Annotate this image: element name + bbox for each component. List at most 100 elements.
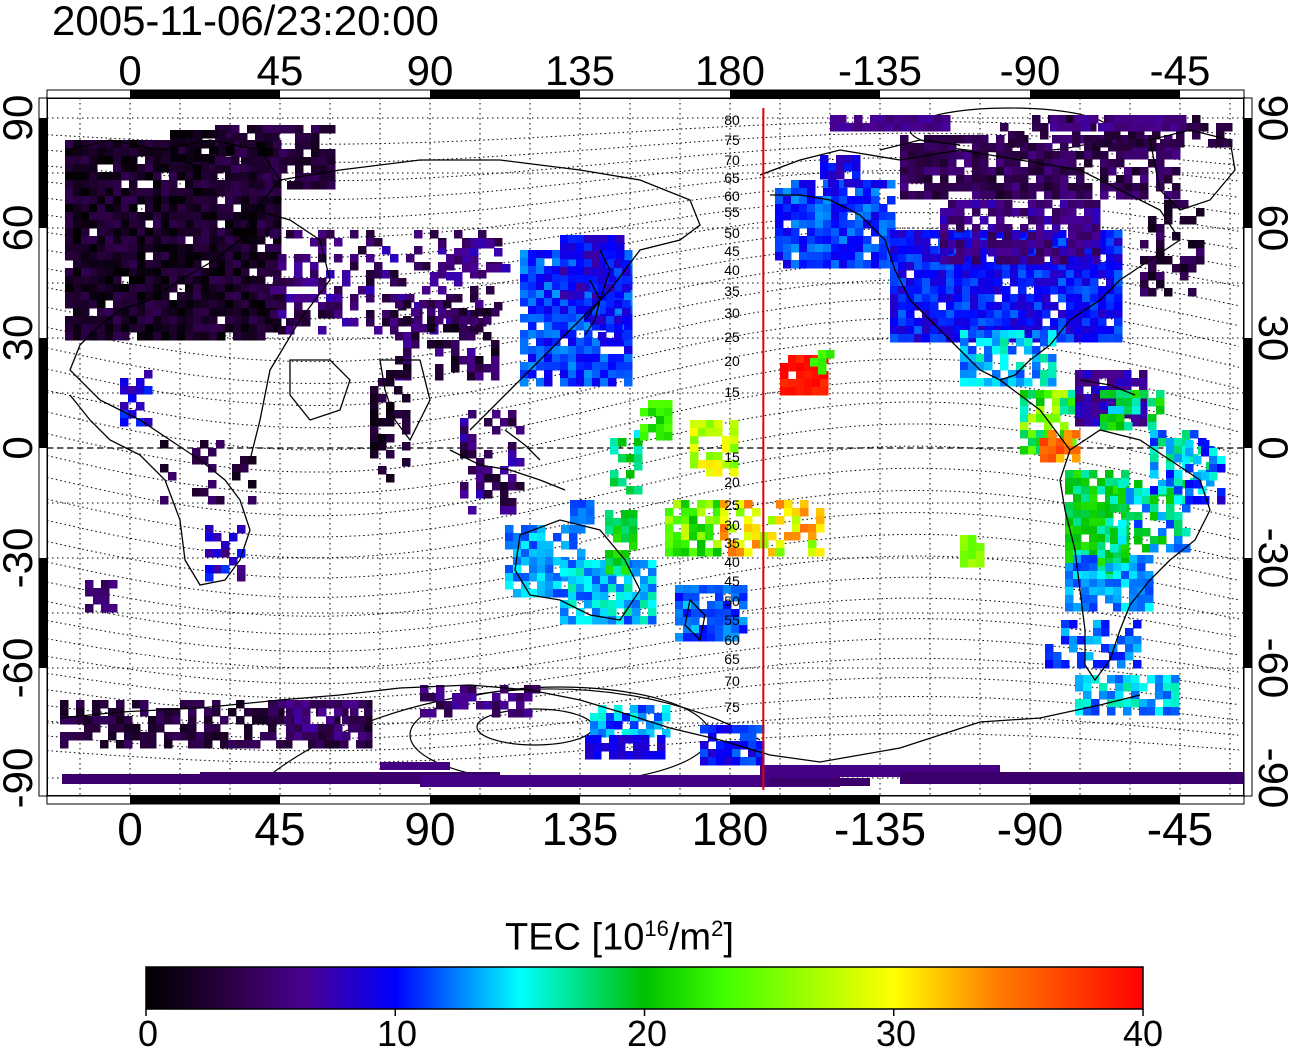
tec-cell <box>730 468 739 477</box>
tec-cell <box>812 379 821 388</box>
tec-cell <box>451 316 460 325</box>
tec-cell <box>537 525 546 534</box>
tec-cell <box>113 196 122 205</box>
tec-cell <box>177 252 186 261</box>
tec-cell <box>121 300 130 309</box>
tec-cell <box>954 262 963 271</box>
tec-cell <box>1137 595 1146 604</box>
tec-cell <box>972 167 981 176</box>
tec-cell <box>334 302 343 311</box>
tec-cell <box>366 238 375 247</box>
tec-cell <box>145 188 154 197</box>
tec-cell <box>81 204 90 213</box>
tec-cell <box>956 216 965 225</box>
tec-cell <box>225 252 234 261</box>
tec-cell <box>1098 246 1107 255</box>
tec-cell <box>1133 660 1142 669</box>
latitude-label: -90 <box>0 748 41 809</box>
tec-cell <box>185 260 194 269</box>
tec-cell <box>217 212 226 221</box>
tec-cell <box>898 326 907 335</box>
tec-cell <box>1098 270 1107 279</box>
tec-cell <box>1124 151 1133 160</box>
tec-cell <box>1083 675 1092 684</box>
tec-cell <box>257 212 266 221</box>
tec-cell <box>161 204 170 213</box>
tec-cell <box>1012 191 1021 200</box>
tec-cell <box>948 151 957 160</box>
tec-cell <box>922 294 931 303</box>
tec-cell <box>89 180 98 189</box>
tec-cell <box>1090 270 1099 279</box>
tec-cell <box>1065 550 1074 559</box>
tec-cell <box>932 159 941 168</box>
tec-cell <box>137 276 146 285</box>
tec-cell <box>978 294 987 303</box>
tec-cell <box>121 156 130 165</box>
tec-cell <box>268 724 277 733</box>
tec-cell <box>1110 544 1119 553</box>
tec-cell <box>73 196 82 205</box>
tec-cell <box>815 196 824 205</box>
tec-cell <box>996 191 1005 200</box>
coastline <box>449 449 566 491</box>
longitude-label: 45 <box>254 803 305 855</box>
tec-cell <box>796 371 805 380</box>
tec-cell <box>748 725 757 734</box>
tec-cell <box>689 508 698 517</box>
tec-cell <box>1145 603 1154 612</box>
tec-cell <box>294 278 303 287</box>
tec-cell <box>608 608 617 617</box>
tec-cell <box>185 228 194 237</box>
tec-cell <box>914 238 923 247</box>
tec-cell <box>634 438 643 447</box>
tec-cell <box>1097 571 1106 580</box>
tec-cell <box>584 584 593 593</box>
tec-cell <box>1158 486 1167 495</box>
tec-cell <box>273 316 282 325</box>
tec-cell <box>1108 406 1117 415</box>
tec-cell <box>1048 378 1057 387</box>
tec-cell <box>81 300 90 309</box>
tec-cell <box>576 275 585 284</box>
tec-cell <box>124 724 133 733</box>
tec-cell <box>962 254 971 263</box>
tec-cell <box>626 486 635 495</box>
tec-cell <box>608 235 617 244</box>
tec-cell <box>390 254 399 263</box>
tec-cell <box>1016 362 1025 371</box>
tec-cell <box>208 480 217 489</box>
tec-cell <box>403 300 412 309</box>
tec-cell <box>592 306 601 315</box>
tec-cell <box>249 316 258 325</box>
tec-cell <box>1052 191 1061 200</box>
tec-cell <box>218 146 227 155</box>
tec-cell <box>616 362 625 371</box>
tec-cell <box>140 700 149 709</box>
tec-cell <box>310 700 319 709</box>
tec-cell <box>831 252 840 261</box>
tec-cell <box>1099 691 1108 700</box>
tec-cell <box>491 308 500 317</box>
tec-cell <box>161 260 170 269</box>
tec-cell <box>1133 644 1142 653</box>
tec-cell <box>970 294 979 303</box>
tec-cell <box>918 123 927 132</box>
tec-cell <box>68 716 77 725</box>
tec-cell <box>823 252 832 261</box>
tec-cell <box>140 708 149 717</box>
tec-cell <box>414 318 423 327</box>
tec-cell <box>1065 526 1074 535</box>
tec-cell <box>529 565 538 574</box>
tec-cell <box>1160 139 1169 148</box>
longitude-label: -45 <box>1147 803 1213 855</box>
tec-cell <box>576 338 585 347</box>
tec-cell <box>886 123 895 132</box>
tec-cell <box>624 370 633 379</box>
tec-cell <box>382 294 391 303</box>
tec-cell <box>1174 478 1183 487</box>
tec-cell <box>1073 526 1082 535</box>
tec-cell <box>584 267 593 276</box>
tec-cell <box>996 143 1005 152</box>
tec-cell <box>1060 151 1069 160</box>
